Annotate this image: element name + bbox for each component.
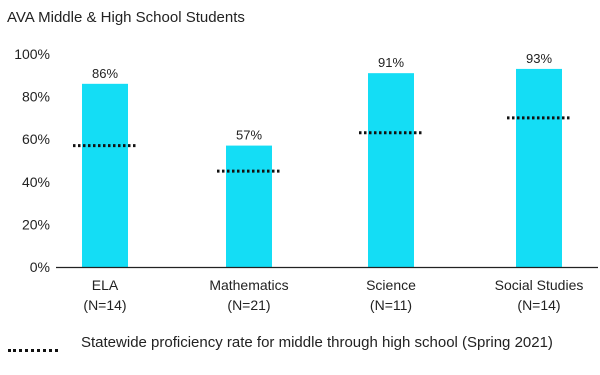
x-category-label: Science xyxy=(366,277,416,293)
y-tick-label: 80% xyxy=(22,89,50,105)
x-category-count-label: (N=14) xyxy=(517,297,560,313)
y-tick-label: 40% xyxy=(22,174,50,190)
bar-science xyxy=(368,73,414,267)
x-category-count-label: (N=14) xyxy=(83,297,126,313)
x-category-count-label: (N=11) xyxy=(370,297,412,313)
y-tick-label: 60% xyxy=(22,131,50,147)
bar-value-label: 91% xyxy=(378,55,404,70)
bar-value-label: 86% xyxy=(92,66,118,81)
y-tick-label: 20% xyxy=(22,216,50,232)
legend: Statewide proficiency rate for middle th… xyxy=(8,333,598,373)
y-tick-label: 0% xyxy=(30,259,50,275)
x-category-count-label: (N=21) xyxy=(227,297,270,313)
legend-dotted-line-icon xyxy=(8,349,58,352)
legend-label: Statewide proficiency rate for middle th… xyxy=(81,334,553,351)
x-category-label: ELA xyxy=(92,277,119,293)
bar-social-studies xyxy=(516,68,562,267)
y-tick-label: 100% xyxy=(14,46,50,62)
bar-mathematics xyxy=(226,145,272,267)
bar-ela xyxy=(82,83,128,267)
chart-title: AVA Middle & High School Students xyxy=(7,9,245,26)
bar-value-label: 93% xyxy=(526,51,552,66)
x-category-label: Mathematics xyxy=(209,277,288,293)
bar-value-label: 57% xyxy=(236,128,262,143)
x-category-label: Social Studies xyxy=(495,277,584,293)
